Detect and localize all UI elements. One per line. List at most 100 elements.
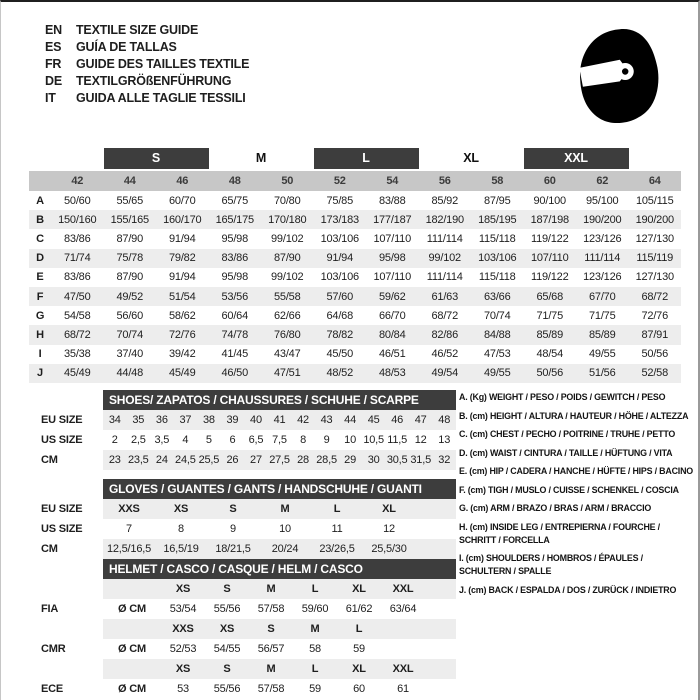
size-cell: 47/51 xyxy=(273,367,301,380)
value-cell: 60 xyxy=(353,683,365,695)
size-cell: 51/56 xyxy=(588,367,616,380)
size-cell: 99/102 xyxy=(271,232,304,245)
size-cell: 95/100 xyxy=(586,194,619,207)
value-cell: 38 xyxy=(197,410,221,430)
filler-cell xyxy=(415,499,456,519)
value-cell: 32 xyxy=(432,450,456,470)
value-cell: L xyxy=(311,499,363,519)
size-cell: 67/70 xyxy=(588,290,616,303)
row-label: US SIZE xyxy=(41,434,83,446)
row-label: CM xyxy=(41,454,58,466)
table-row: A 50/60 55/65 60/70 65/75 70/80 75/85 83/88 85/9… xyxy=(29,191,681,210)
row-label: B xyxy=(36,213,44,226)
table-row: J 45/49 44/48 45/49 46/50 47/51 48/52 48/53 49/5… xyxy=(29,363,681,383)
value-cell: 61 xyxy=(397,683,409,695)
value-cell: 61/62 xyxy=(345,603,373,615)
size-group-label: XL xyxy=(463,151,479,165)
size-cell: 95/98 xyxy=(221,232,249,245)
row-label: E xyxy=(36,271,44,284)
main-table-body: A 50/60 55/65 60/70 65/75 70/80 75/85 83/88 85/9… xyxy=(29,191,681,383)
size-cell: 107/110 xyxy=(530,252,569,265)
gloves-table-title: GLOVES / GUANTES / GANTS / HANDSCHUHE / … xyxy=(103,479,456,499)
table-row: B 150/160 155/165 160/170 165/175 170/180 173/… xyxy=(29,210,681,230)
size-cell: 61/63 xyxy=(431,290,459,303)
size-cell: 44/48 xyxy=(116,367,144,380)
value-cell: 9 xyxy=(230,523,236,535)
size-header-cell: 52 xyxy=(333,175,346,187)
gloves-table: GLOVES / GUANTES / GANTS / HANDSCHUHE / … xyxy=(29,479,456,559)
value-cell: 27 xyxy=(244,450,268,470)
size-cell: 80/84 xyxy=(378,328,406,341)
value-cell: 55/56 xyxy=(213,683,241,695)
size-cell: 177/187 xyxy=(373,213,412,226)
size-cell: 37/40 xyxy=(116,348,144,361)
size-cell: 85/89 xyxy=(536,328,564,341)
lang-row: EN TEXTILE SIZE GUIDE xyxy=(45,21,249,38)
size-header-cell: 56 xyxy=(438,175,451,187)
row-label: A xyxy=(36,194,44,207)
table-row: I 35/38 37/40 39/42 41/45 43/47 45/50 46/51 46/5… xyxy=(29,345,681,364)
size-header-cell: XXL xyxy=(381,579,425,599)
value-cell: 11 xyxy=(331,523,343,535)
size-cell: 78/82 xyxy=(326,328,354,341)
value-cell: 7,5 xyxy=(272,434,287,446)
size-header-cell: XS xyxy=(161,659,205,679)
size-cell: 75/85 xyxy=(326,194,354,207)
size-cell: 50/60 xyxy=(63,194,91,207)
lang-code: IT xyxy=(45,90,56,105)
value-cell: 16,5/19 xyxy=(155,539,207,559)
size-header-cell: 50 xyxy=(281,175,294,187)
size-cell: 185/195 xyxy=(478,213,517,226)
size-cell: 105/115 xyxy=(635,194,674,207)
row-label: FIA xyxy=(41,603,59,615)
size-header-cell: 62 xyxy=(596,175,609,187)
size-cell: 76/80 xyxy=(273,328,301,341)
value-cell: 29 xyxy=(338,450,362,470)
empty-cell xyxy=(381,619,425,639)
lang-title: GUIDA ALLE TAGLIE TESSILI xyxy=(76,90,246,105)
value-cell: 23 xyxy=(103,450,127,470)
size-cell: 72/76 xyxy=(168,328,196,341)
legend-item: I. (cm) SHOULDERS / HOMBROS / ÉPAULES / … xyxy=(459,553,643,576)
legend-item: E. (cm) HIP / CADERA / HANCHE / HÜFTE / … xyxy=(459,466,693,476)
size-cell: 85/92 xyxy=(431,194,459,207)
size-cell: 119/122 xyxy=(530,271,569,284)
value-cell: 24,5 xyxy=(173,450,198,470)
size-header-cell: S xyxy=(205,579,249,599)
size-header-cell: XXS xyxy=(161,619,205,639)
size-cell: 45/49 xyxy=(168,367,196,380)
size-cell: 46/52 xyxy=(431,348,459,361)
table-row: F 47/50 49/52 51/54 53/56 55/58 57/60 59/62 61/6… xyxy=(29,286,681,307)
main-table-size-row: 42 44 46 48 50 52 54 56 58 60 62 64 xyxy=(29,171,681,191)
value-cell: 26 xyxy=(220,450,245,470)
size-header-cell: 58 xyxy=(491,175,504,187)
size-cell: 91/94 xyxy=(168,271,196,284)
value-cell: 3,5 xyxy=(154,434,170,446)
helmet-size-row: XS S M L XL XXL xyxy=(29,579,456,599)
value-cell: 8 xyxy=(178,523,184,535)
size-cell: 64/68 xyxy=(326,309,354,322)
value-cell: 12 xyxy=(383,523,395,535)
unit-spacer-cell xyxy=(103,659,161,679)
filler-cell xyxy=(425,659,456,679)
row-label: CM xyxy=(41,543,58,555)
size-cell: 115/118 xyxy=(478,232,516,245)
size-cell: 48/52 xyxy=(326,367,354,380)
value-cell: 2,5 xyxy=(130,434,146,446)
size-group-label: M xyxy=(255,151,267,165)
size-header-cell: L xyxy=(293,659,337,679)
table-row: C 83/86 87/90 91/94 95/98 99/102 103/106 107/11… xyxy=(29,229,681,248)
value-cell: 25,5/30 xyxy=(363,539,415,559)
unit-cell: Ø CM xyxy=(118,683,146,695)
table-row: EU SIZE XXS XS S M L XL xyxy=(29,499,456,519)
size-cell: 54/58 xyxy=(63,309,91,322)
value-cell: 34 xyxy=(103,410,127,430)
lang-title: TEXTILE SIZE GUIDE xyxy=(76,22,199,37)
value-cell: 63/64 xyxy=(389,603,417,615)
size-cell: 70/80 xyxy=(273,194,301,207)
size-cell: 95/98 xyxy=(378,252,406,265)
size-cell: 49/52 xyxy=(116,290,144,303)
lang-code: ES xyxy=(45,39,62,54)
size-cell: 49/55 xyxy=(483,367,511,380)
row-label: D xyxy=(36,252,44,265)
